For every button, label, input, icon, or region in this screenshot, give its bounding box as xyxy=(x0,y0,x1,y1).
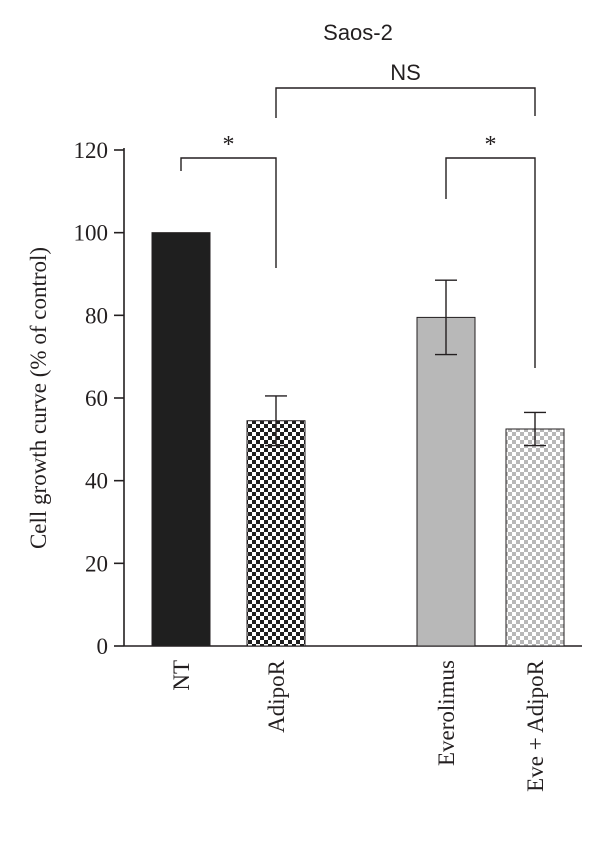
x-tick-label: NT xyxy=(169,660,194,691)
y-tick-label: 20 xyxy=(85,551,108,576)
error-bar xyxy=(524,411,546,447)
bracket-line xyxy=(445,157,536,368)
x-tick-label: AdipoR xyxy=(264,659,289,733)
error-bar xyxy=(265,395,287,447)
x-tick-label: Everolimus xyxy=(434,660,459,766)
bar-adipor xyxy=(246,420,306,647)
y-tick-label: 100 xyxy=(74,221,109,246)
bracket-line xyxy=(275,87,536,118)
significance-bracket: NS xyxy=(275,60,536,118)
y-tick-label: 60 xyxy=(85,386,108,411)
bar-nt xyxy=(151,232,211,647)
bar-eve-adipor xyxy=(505,428,565,647)
bracket-line xyxy=(180,157,277,268)
significance-label: * xyxy=(485,132,497,158)
x-tick-label: Eve + AdipoR xyxy=(523,659,548,791)
y-tick-label: 0 xyxy=(97,634,109,659)
significance-brackets: * * NS xyxy=(180,60,536,368)
y-tick-label: 80 xyxy=(85,303,108,328)
significance-label: NS xyxy=(390,60,421,85)
chart-title: Saos-2 xyxy=(323,20,393,45)
significance-label: * xyxy=(223,132,235,158)
bar-everolimus xyxy=(416,316,476,647)
y-axis-label: Cell growth curve (% of control) xyxy=(26,247,51,549)
y-tick-label: 40 xyxy=(85,469,108,494)
significance-bracket: * xyxy=(445,132,536,368)
significance-bracket: * xyxy=(180,132,277,268)
error-bars xyxy=(265,279,546,447)
x-tick-labels: NT AdipoR Everolimus Eve + AdipoR xyxy=(169,659,548,791)
axes: 0 20 40 60 80 100 120 xyxy=(74,138,582,659)
y-tick-label: 120 xyxy=(74,138,109,163)
error-bar xyxy=(435,279,457,356)
bars xyxy=(151,232,565,647)
